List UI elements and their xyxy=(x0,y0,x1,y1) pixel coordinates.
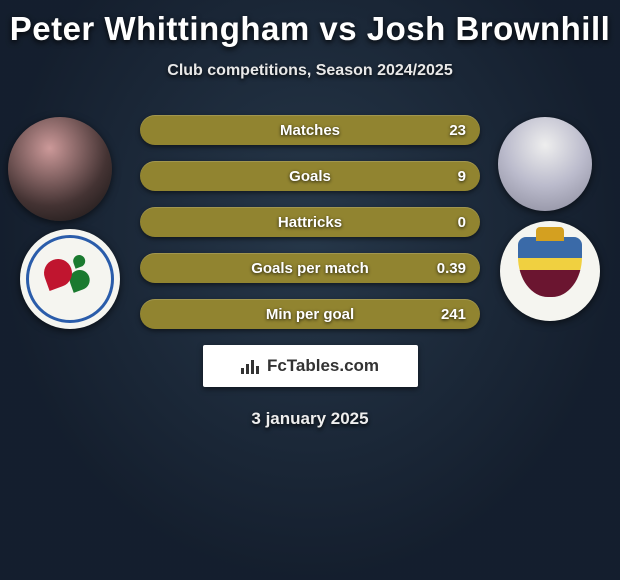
stat-row: Goals 9 xyxy=(140,161,480,191)
stat-value: 241 xyxy=(441,306,466,323)
stats-area: Matches 23 Goals 9 Hattricks 0 Goals per… xyxy=(0,115,620,429)
club-crest-left xyxy=(20,229,120,329)
blackburn-crest-icon xyxy=(20,229,120,329)
logo-text: FcTables.com xyxy=(267,356,379,376)
stat-row: Hattricks 0 xyxy=(140,207,480,237)
player-avatar-right xyxy=(498,117,592,211)
stat-label: Goals per match xyxy=(140,260,480,277)
stat-label: Min per goal xyxy=(140,306,480,323)
stat-row: Matches 23 xyxy=(140,115,480,145)
subtitle: Club competitions, Season 2024/2025 xyxy=(0,62,620,80)
bar-chart-icon xyxy=(241,358,261,374)
stat-bars: Matches 23 Goals 9 Hattricks 0 Goals per… xyxy=(140,115,480,329)
stat-label: Hattricks xyxy=(140,214,480,231)
club-crest-right xyxy=(500,221,600,321)
stat-row: Goals per match 0.39 xyxy=(140,253,480,283)
stat-label: Matches xyxy=(140,122,480,139)
comparison-card: Peter Whittingham vs Josh Brownhill Club… xyxy=(0,0,620,580)
stat-row: Min per goal 241 xyxy=(140,299,480,329)
stat-value: 0 xyxy=(458,214,466,231)
date-label: 3 january 2025 xyxy=(0,409,620,429)
stat-value: 9 xyxy=(458,168,466,185)
burnley-crest-icon xyxy=(500,221,600,321)
stat-value: 23 xyxy=(449,122,466,139)
fctables-logo[interactable]: FcTables.com xyxy=(203,345,418,387)
player-avatar-left xyxy=(8,117,112,221)
stat-label: Goals xyxy=(140,168,480,185)
page-title: Peter Whittingham vs Josh Brownhill xyxy=(0,10,620,48)
stat-value: 0.39 xyxy=(437,260,466,277)
